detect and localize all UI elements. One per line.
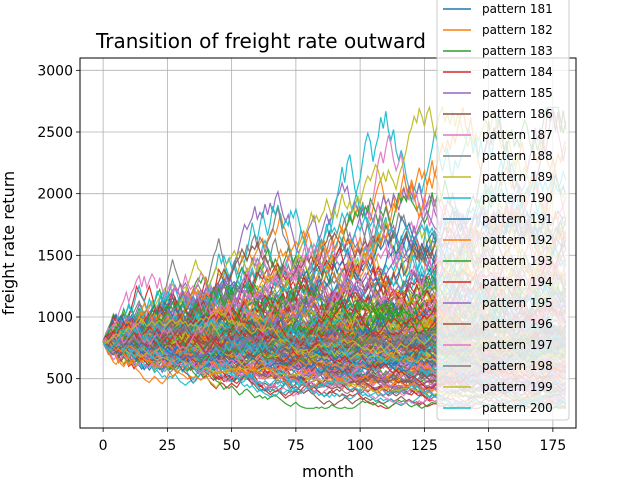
- legend-label: pattern 185: [482, 86, 553, 100]
- legend-label: pattern 189: [482, 170, 553, 184]
- legend-label: pattern 187: [482, 128, 553, 142]
- legend: pattern 181 pattern 182 pattern 183 pattern…: [436, 0, 570, 421]
- legend-label: pattern 190: [482, 191, 553, 205]
- x-tick-label: 125: [411, 438, 438, 454]
- legend-label: pattern 195: [482, 296, 553, 310]
- y-tick-label: 500: [46, 372, 73, 388]
- legend-label: pattern 193: [482, 254, 553, 268]
- legend-label: pattern 199: [482, 380, 553, 394]
- legend-label: pattern 186: [482, 107, 553, 121]
- legend-label: pattern 200: [482, 401, 553, 415]
- legend-label: pattern 198: [482, 359, 553, 373]
- y-tick-label: 2000: [37, 187, 73, 203]
- legend-box: [436, 0, 570, 421]
- y-axis-label: freight rate return: [0, 171, 18, 315]
- x-axis-label: month: [302, 462, 354, 480]
- x-tick-label: 75: [287, 438, 305, 454]
- legend-label: pattern 197: [482, 338, 553, 352]
- legend-label: pattern 181: [482, 2, 553, 16]
- x-tick-label: 175: [540, 438, 567, 454]
- y-tick-label: 1000: [37, 310, 73, 326]
- legend-label: pattern 183: [482, 44, 553, 58]
- legend-label: pattern 188: [482, 149, 553, 163]
- legend-label: pattern 182: [482, 23, 553, 37]
- x-tick-label: 100: [347, 438, 374, 454]
- legend-label: pattern 192: [482, 233, 553, 247]
- y-tick-label: 2500: [37, 125, 73, 141]
- chart-title: Transition of freight rate outward: [95, 29, 426, 53]
- x-tick-label: 25: [158, 438, 176, 454]
- legend-label: pattern 191: [482, 212, 553, 226]
- legend-label: pattern 184: [482, 65, 553, 79]
- legend-label: pattern 194: [482, 275, 553, 289]
- y-tick-label: 3000: [37, 63, 73, 79]
- x-tick-label: 150: [475, 438, 502, 454]
- x-tick-label: 50: [223, 438, 241, 454]
- plot-frame: [79, 57, 577, 429]
- y-tick-label: 1500: [37, 248, 73, 264]
- y-axis-ticks: 500 1000 1500 2000 2500 3000: [37, 63, 80, 388]
- x-axis-ticks: 0 25 50 75 100 125 150 175: [99, 428, 567, 454]
- legend-label: pattern 196: [482, 317, 553, 331]
- x-tick-label: 0: [99, 438, 108, 454]
